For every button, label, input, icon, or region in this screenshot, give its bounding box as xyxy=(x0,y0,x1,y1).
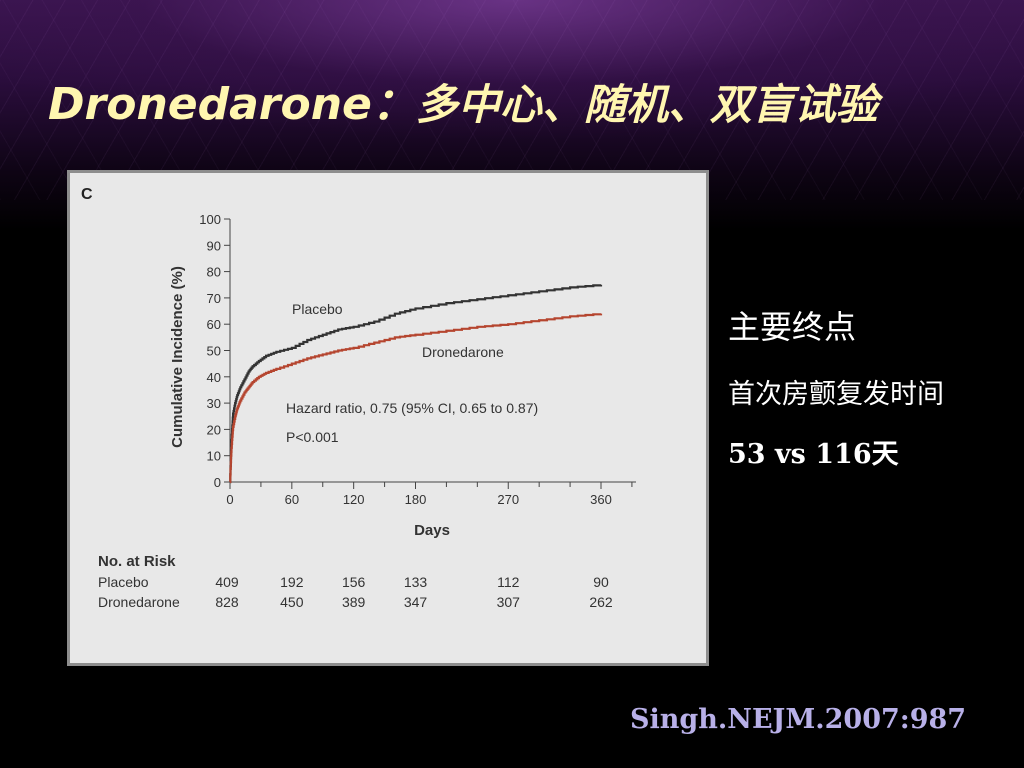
y-tick-label: 20 xyxy=(207,422,221,437)
side-line-2: 53 vs 116天 xyxy=(728,439,899,470)
x-tick-label: 180 xyxy=(405,492,427,507)
y-tick-label: 100 xyxy=(199,212,221,227)
y-tick-label: 90 xyxy=(207,238,221,253)
risk-cell: 192 xyxy=(280,574,304,590)
risk-cell: 389 xyxy=(342,594,366,610)
title-english: Dronedarone： xyxy=(48,79,416,130)
y-tick-label: 30 xyxy=(207,396,221,411)
x-tick-label: 60 xyxy=(285,492,299,507)
y-tick-label: 10 xyxy=(207,449,221,464)
risk-cell: 828 xyxy=(215,594,239,610)
risk-cell: 262 xyxy=(589,594,613,610)
citation: Singh.NEJM.2007:987 xyxy=(630,704,967,735)
risk-cell: 156 xyxy=(342,574,366,590)
series-label-placebo: Placebo xyxy=(292,301,343,317)
risk-cell: 112 xyxy=(497,574,520,590)
y-axis-label: Cumulative Incidence (%) xyxy=(169,266,186,448)
risk-cell: 90 xyxy=(593,574,609,590)
side-line-1: 首次房颤复发时间 xyxy=(728,379,944,410)
x-tick-label: 0 xyxy=(226,492,233,507)
title-chinese: 多中心、随机、双盲试验 xyxy=(415,80,878,129)
risk-cell: 307 xyxy=(497,594,521,610)
background-pattern xyxy=(0,0,1024,200)
y-tick-label: 60 xyxy=(207,317,221,332)
risk-cell: 450 xyxy=(280,594,304,610)
x-tick-label: 360 xyxy=(590,492,612,507)
risk-table-title: No. at Risk xyxy=(98,553,176,570)
y-tick-label: 80 xyxy=(207,265,221,280)
risk-row-label: Placebo xyxy=(98,574,149,590)
side-heading: 主要终点 xyxy=(728,308,857,346)
chart-panel: C 0 10 20 30 40 50 60 70 80 90 100 0 60 120 180 270 360 … xyxy=(67,170,709,666)
km-line-placebo xyxy=(229,284,603,484)
axes: 0 10 20 30 40 50 60 70 80 90 100 0 60 120 180 270 360 xyxy=(199,212,636,507)
risk-table: Placebo 409 192 156 133 112 90 Dronedarone 828 45… xyxy=(98,574,613,610)
x-axis-label: Days xyxy=(414,522,450,539)
risk-cell: 409 xyxy=(215,574,239,590)
hazard-ratio-annotation: Hazard ratio, 0.75 (95% CI, 0.65 to 0.87… xyxy=(286,400,538,416)
risk-cell: 133 xyxy=(404,574,428,590)
x-tick-label: 270 xyxy=(497,492,519,507)
risk-cell: 347 xyxy=(404,594,428,610)
y-tick-label: 50 xyxy=(207,344,221,359)
km-line-dronedarone xyxy=(229,313,603,484)
series-layer xyxy=(229,284,603,484)
y-tick-label: 40 xyxy=(207,370,221,385)
x-tick-label: 120 xyxy=(343,492,365,507)
y-tick-label: 70 xyxy=(207,291,221,306)
risk-row-label: Dronedarone xyxy=(98,594,180,610)
p-value-annotation: P<0.001 xyxy=(286,429,339,445)
y-tick-label: 0 xyxy=(214,475,221,490)
slide-title: Dronedarone：多中心、随机、双盲试验 xyxy=(48,68,878,130)
panel-label: C xyxy=(81,186,93,203)
series-label-dronedarone: Dronedarone xyxy=(422,344,504,360)
